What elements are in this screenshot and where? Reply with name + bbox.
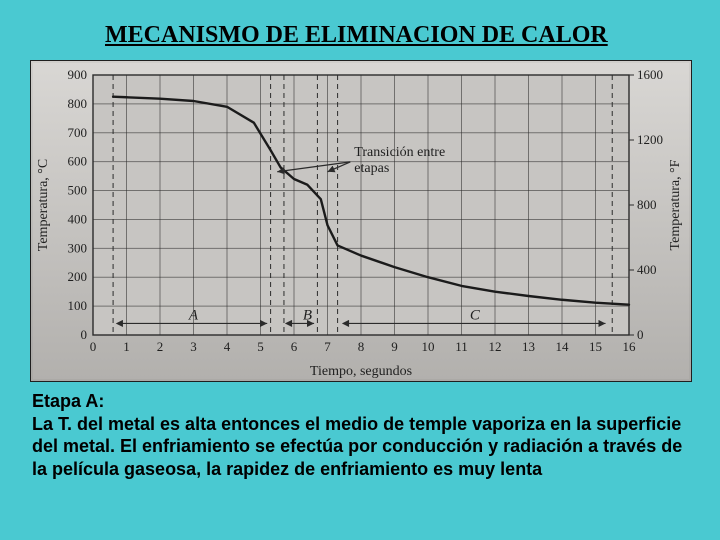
svg-text:0: 0 [81,327,88,342]
svg-text:400: 400 [637,262,657,277]
slide: MECANISMO DE ELIMINACION DE CALOR 012345… [0,0,720,540]
chart-svg: 0123456789101112131415160100200300400500… [31,61,691,381]
svg-text:16: 16 [623,339,637,354]
svg-text:2: 2 [157,339,164,354]
svg-text:800: 800 [637,197,657,212]
svg-text:0: 0 [90,339,97,354]
svg-text:700: 700 [68,125,88,140]
svg-text:etapas: etapas [354,161,389,176]
svg-text:12: 12 [489,339,502,354]
svg-text:A: A [188,307,199,323]
cooling-chart: 0123456789101112131415160100200300400500… [30,60,692,382]
svg-text:1600: 1600 [637,67,663,82]
svg-text:300: 300 [68,240,88,255]
svg-text:C: C [470,307,481,323]
svg-text:10: 10 [422,339,435,354]
svg-text:100: 100 [68,298,88,313]
svg-text:200: 200 [68,269,88,284]
svg-text:600: 600 [68,154,88,169]
svg-text:14: 14 [556,339,570,354]
svg-text:900: 900 [68,67,88,82]
svg-text:6: 6 [291,339,298,354]
svg-text:15: 15 [589,339,602,354]
svg-text:7: 7 [324,339,331,354]
svg-text:Temperatura, °C: Temperatura, °C [36,159,51,251]
svg-text:800: 800 [68,96,88,111]
svg-text:11: 11 [455,339,468,354]
svg-text:Temperatura, °F: Temperatura, °F [668,159,683,250]
svg-text:13: 13 [522,339,535,354]
svg-text:500: 500 [68,183,88,198]
caption-heading: Etapa A: [32,391,104,411]
svg-text:1200: 1200 [637,132,663,147]
caption-body: La T. del metal es alta entonces el medi… [32,414,682,479]
svg-text:9: 9 [391,339,398,354]
svg-text:3: 3 [190,339,197,354]
svg-text:Tiempo, segundos: Tiempo, segundos [310,364,412,379]
svg-text:4: 4 [224,339,231,354]
svg-text:0: 0 [637,327,644,342]
svg-text:B: B [303,307,312,323]
svg-text:8: 8 [358,339,365,354]
svg-text:400: 400 [68,211,88,226]
svg-text:Transición entre: Transición entre [354,145,445,160]
slide-title: MECANISMO DE ELIMINACION DE CALOR [105,22,608,49]
svg-text:5: 5 [257,339,264,354]
caption-block: Etapa A: La T. del metal es alta entonce… [32,390,692,480]
svg-text:1: 1 [123,339,130,354]
